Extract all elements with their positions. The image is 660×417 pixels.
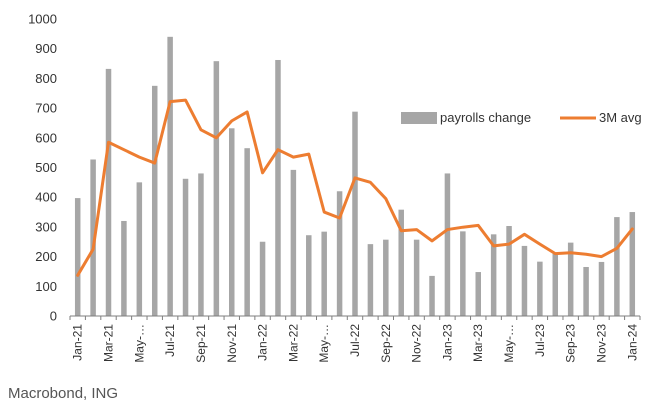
payrolls-bar: [398, 209, 404, 316]
y-tick-label: 400: [35, 190, 57, 205]
payrolls-bar: [259, 241, 266, 316]
x-tick-label: Mar-21: [102, 324, 116, 362]
x-tick-label: Jul-23: [533, 324, 547, 357]
x-tick-label: Nov-21: [225, 324, 239, 363]
legend: payrolls change 3M avg: [401, 110, 642, 125]
y-tick-label: 100: [35, 279, 57, 294]
payrolls-bar: [229, 128, 235, 316]
payrolls-bar: [167, 36, 173, 316]
payrolls-bar: [537, 261, 543, 316]
x-tick-label: Mar-23: [471, 324, 485, 362]
payrolls-chart: 0 100 200 300 400 500 600 700 800 900 1000 Jan-21 M…: [28, 12, 642, 363]
payrolls-bar: [136, 182, 143, 316]
y-tick-label: 0: [50, 309, 57, 324]
x-tick-label: Jan-24: [625, 324, 639, 361]
y-tick-label: 900: [35, 41, 57, 56]
x-tick-label: May-…: [317, 324, 331, 363]
x-tick-label: May-…: [132, 324, 146, 363]
payrolls-bar: [629, 212, 636, 316]
y-tick-label: 500: [35, 160, 57, 175]
x-tick-label: Sep-22: [379, 324, 393, 363]
payrolls-bar: [151, 85, 158, 316]
payrolls-bar: [460, 231, 466, 316]
payrolls-bar: [490, 234, 497, 316]
payrolls-bar: [429, 275, 435, 316]
payrolls-bar: [182, 178, 189, 316]
legend-swatch-payrolls: [401, 112, 437, 124]
source-note: Macrobond, ING: [8, 385, 119, 402]
payrolls-bar: [598, 261, 605, 316]
y-tick-label: 800: [35, 71, 57, 86]
x-tick-label: Nov-22: [410, 324, 424, 363]
payrolls-bar: [444, 173, 451, 316]
x-tick-label: Jan-21: [71, 324, 85, 361]
payrolls-bar: [583, 266, 589, 316]
payrolls-bar: [198, 173, 204, 316]
payrolls-bars: [74, 36, 636, 317]
y-tick-label: 600: [35, 130, 57, 145]
x-tick-label: Sep-21: [194, 324, 208, 363]
x-tick-label: Sep-23: [564, 324, 578, 363]
y-axis-tick-labels: 0 100 200 300 400 500 600 700 800 900 1000: [28, 12, 57, 324]
payrolls-bar: [506, 226, 512, 316]
x-axis-tick-labels: Jan-21 Mar-21 May-… Jul-21 Sep-21 Nov-21 Jan-2…: [71, 324, 640, 363]
legend-label-avg: 3M avg: [599, 110, 642, 125]
payrolls-bar: [74, 198, 81, 316]
payrolls-bar: [244, 148, 250, 316]
x-tick-label: Jan-23: [440, 324, 454, 361]
y-tick-label: 1000: [28, 12, 57, 27]
payrolls-bar: [475, 272, 481, 316]
payrolls-bar: [367, 244, 374, 316]
payrolls-bar: [105, 68, 112, 317]
payrolls-bar: [383, 239, 389, 316]
payrolls-bar: [321, 231, 327, 316]
x-tick-label: Jan-22: [256, 324, 270, 361]
payrolls-bar: [121, 220, 127, 316]
payrolls-bar: [614, 217, 620, 316]
x-tick-label: May-…: [502, 324, 516, 363]
payrolls-bar: [90, 159, 96, 316]
y-tick-label: 200: [35, 249, 57, 264]
x-tick-label: Jul-21: [163, 324, 177, 357]
payrolls-bar: [275, 59, 281, 317]
x-tick-label: Mar-22: [286, 324, 300, 362]
y-tick-label: 300: [35, 219, 57, 234]
payrolls-bar: [413, 239, 420, 316]
legend-label-payrolls: payrolls change: [440, 110, 531, 125]
x-tick-label: Nov-23: [594, 324, 608, 363]
payrolls-bar: [306, 235, 312, 316]
payrolls-bar: [336, 191, 343, 316]
y-tick-label: 700: [35, 101, 57, 116]
avg-line-group: [76, 98, 634, 277]
payrolls-bar: [521, 245, 528, 316]
payrolls-bar: [290, 169, 297, 316]
x-axis: [69, 315, 641, 320]
x-tick-label: Jul-22: [348, 324, 362, 357]
payrolls-bar: [567, 242, 574, 316]
payrolls-bar: [552, 253, 559, 316]
payrolls-bar: [213, 61, 220, 317]
payrolls-bar: [352, 111, 358, 316]
avg-line: [76, 98, 634, 277]
